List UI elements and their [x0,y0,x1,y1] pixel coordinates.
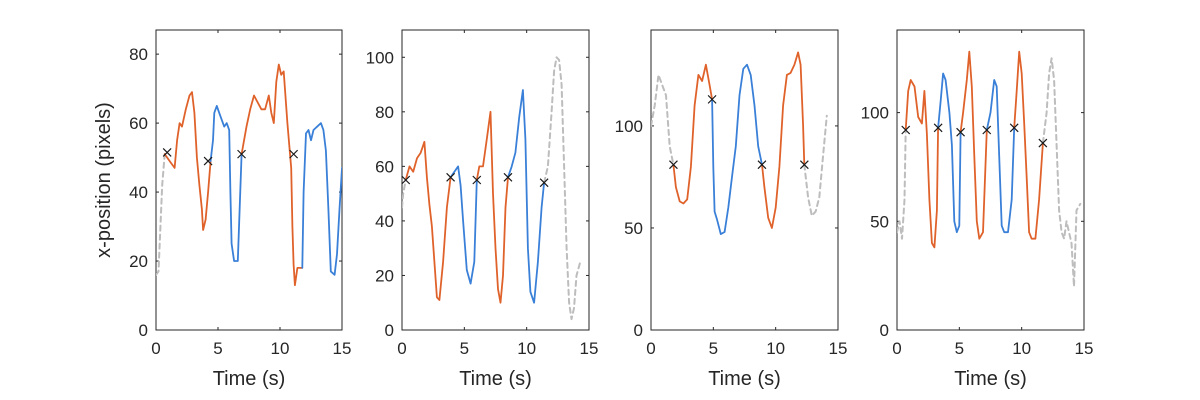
series-line-blue-2 [301,122,342,276]
x-tick-label: 15 [1075,339,1094,358]
data-marker [1009,123,1019,133]
x-tick-label: 5 [709,339,718,358]
y-tick-label: 80 [375,103,394,122]
series-line-blue-1 [449,165,478,285]
y-tick-label: 0 [139,321,148,340]
x-tick-label: 5 [213,339,222,358]
series-line-orange-2 [240,63,304,287]
series-group [156,63,342,287]
data-marker [237,149,246,159]
series-line-orange-1 [904,79,939,249]
axes-box [155,29,343,331]
series-line-orange-2 [475,110,509,304]
chart-panel-1: 0 5 10 15 0 20 40 60 80 Time (s) x-position (pixel… [93,29,352,390]
series-line-gray-dashed-end [803,114,828,217]
series-line-blue-1 [711,63,763,235]
series-line-gray-dashed-start [156,153,166,276]
x-tick-label: 10 [1012,339,1031,358]
data-marker [446,172,456,182]
x-tick-label: 0 [397,339,406,358]
data-marker [956,127,966,137]
chart-panel-2: 0 5 10 15 0 20 40 60 80 100 Time (s) [366,29,599,390]
x-tick-label: 15 [333,339,352,358]
series-line-gray-dashed-start [651,73,675,166]
y-tick-label: 20 [375,266,394,285]
series-line-orange-3 [1013,50,1044,240]
data-marker [472,175,482,185]
chart-panel-4: 0 5 10 15 0 50 100 Time (s) [861,29,1094,390]
data-marker [401,175,411,185]
y-tick-label: 0 [634,321,643,340]
x-tick-label: 10 [271,339,290,358]
series-line-gray-dashed-start [402,179,407,209]
series-line-gray-dashed-end [543,56,582,321]
series-line-gray-dashed-start [897,129,907,240]
y-axis-label: x-position (pixels) [93,102,115,258]
y-tick-label: 0 [385,321,394,340]
series-line-blue-2 [507,89,545,304]
x-tick-label: 15 [829,339,848,358]
y-tick-label: 40 [375,212,394,231]
x-axis-label: Time (s) [213,368,286,390]
axes-box [650,29,839,331]
x-tick-label: 5 [955,339,964,358]
data-marker [289,149,299,159]
series-group [402,56,582,321]
x-tick-label: 0 [892,339,901,358]
axes-box [401,29,590,331]
chart-panel-3: 0 5 10 15 0 50 100 Time (s) [615,29,848,390]
data-marker [982,125,992,135]
series-line-blue-2 [985,79,1016,234]
y-tick-label: 100 [366,48,394,67]
data-marker [799,160,809,170]
x-tick-label: 10 [766,339,785,358]
y-tick-label: 50 [624,219,643,238]
y-tick-label: 60 [129,114,148,133]
x-tick-label: 15 [580,339,599,358]
x-tick-label: 0 [646,339,655,358]
x-axis-label: Time (s) [708,368,781,390]
y-tick-label: 20 [129,252,148,271]
y-tick-label: 100 [615,117,643,136]
series-line-orange-1 [672,63,713,205]
data-marker [503,172,513,182]
data-marker [707,94,717,104]
series-line-blue-1 [937,72,962,234]
series-line-orange-1 [163,91,212,231]
y-tick-label: 0 [880,321,889,340]
series-line-orange-2 [959,50,988,240]
x-tick-label: 10 [517,339,536,358]
data-marker [757,160,767,170]
data-marker [901,125,911,135]
data-marker [669,160,678,170]
y-tick-label: 40 [129,183,148,202]
x-tick-label: 0 [151,339,160,358]
series-line-orange-2 [761,51,806,229]
series-line-orange-1 [404,140,452,301]
data-marker [203,156,213,166]
series-line-blue-1 [209,105,243,262]
x-axis-label: Time (s) [954,368,1027,390]
y-tick-label: 80 [129,45,148,64]
series-group [651,51,828,235]
data-marker [933,123,943,133]
axes-box [896,29,1085,331]
data-marker [1038,138,1048,148]
data-marker [539,178,549,188]
series-line-gray-dashed-end [1041,57,1082,288]
x-axis-label: Time (s) [459,368,532,390]
y-tick-label: 50 [870,212,889,231]
y-tick-label: 60 [375,157,394,176]
y-tick-label: 100 [861,104,889,123]
series-group [897,50,1082,288]
data-marker [162,147,172,157]
x-tick-label: 5 [460,339,469,358]
